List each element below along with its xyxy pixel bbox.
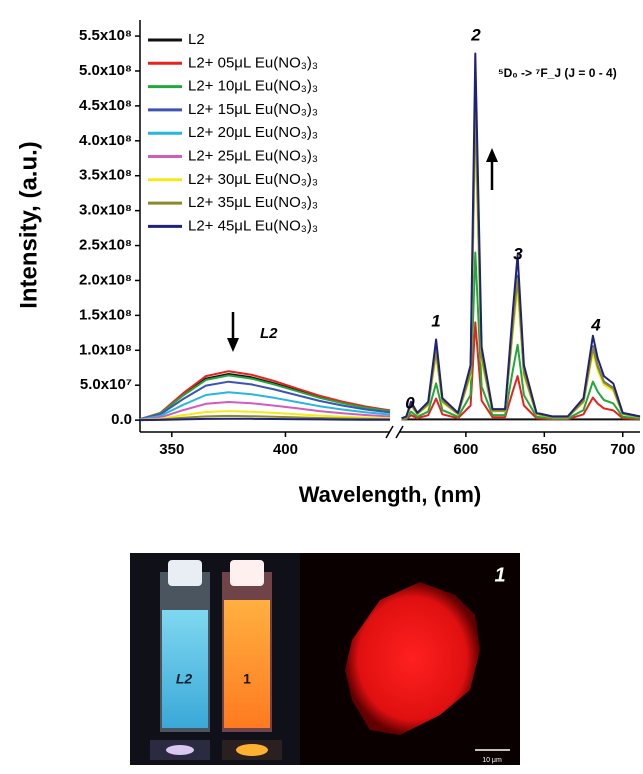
legend-label: L2+ 30μL Eu(NO₃)₃: [188, 171, 318, 188]
peak-label: 4: [590, 315, 601, 334]
axis-break: [385, 425, 404, 439]
y-tick-label: 5.0x10⁷: [80, 376, 132, 393]
y-tick-label: 5.0x10⁸: [79, 62, 132, 79]
cuvette-label: 1: [243, 671, 251, 687]
y-tick-label: 1.5x10⁸: [79, 306, 132, 323]
legend-label: L2+ 15μL Eu(NO₃)₃: [188, 101, 318, 118]
y-tick-label: 1.0x10⁸: [79, 341, 132, 358]
arrows: [227, 148, 498, 352]
y-tick-label: 3.0x10⁸: [79, 202, 132, 219]
band-label: L2: [260, 325, 278, 342]
y-tick-label: 4.5x10⁸: [79, 97, 132, 114]
plot-area: 0.0 5.0x10⁷ 1.0x10⁸ 1.5x10⁸ 2.0x10⁸ 2.5x10⁸ 3.…: [79, 20, 641, 458]
x-tick-label: 700: [610, 441, 635, 458]
y-tick-label: 4.0x10⁸: [79, 132, 132, 149]
spectrum-line: [139, 321, 641, 421]
x-tick-label: 650: [532, 441, 557, 458]
legend-label: L2: [188, 31, 205, 48]
x-tick-label: 600: [453, 441, 478, 458]
y-tick-label: 2.0x10⁸: [79, 271, 132, 288]
legend-label: L2+ 25μL Eu(NO₃)₃: [188, 147, 318, 164]
peak-label: 0: [405, 393, 415, 412]
micrograph: [300, 553, 520, 765]
legend-label: L2+ 45μL Eu(NO₃)₃: [188, 217, 318, 234]
y-tick-label: 5.5x10⁸: [79, 27, 132, 44]
transition-label: ⁵D₀ -> ⁷F_J (J = 0 - 4): [498, 66, 617, 80]
peak-label: 1: [431, 311, 440, 330]
y-tick-label: 3.5x10⁸: [79, 167, 132, 184]
spectrum-line: [139, 52, 641, 422]
peak-label: 2: [470, 25, 481, 44]
y-axis-label: Intensity, (a.u.): [15, 141, 42, 309]
legend-label: L2+ 05μL Eu(NO₃)₃: [188, 54, 318, 71]
x-tick-label: 400: [273, 441, 298, 458]
cuvette-photo: [130, 553, 300, 765]
y-tick-label: 2.5x10⁸: [79, 237, 132, 254]
legend-label: L2+ 20μL Eu(NO₃)₃: [188, 124, 318, 141]
y-tick-label: 0.0: [111, 411, 132, 428]
x-tick-label: 350: [159, 441, 184, 458]
legend-label: L2+ 35μL Eu(NO₃)₃: [188, 194, 318, 211]
x-axis-label: Wavelength, (nm): [299, 482, 482, 507]
cuvette-label: L2: [176, 671, 193, 687]
spectrum-line: [139, 251, 641, 421]
legend-label: L2+ 10μL Eu(NO₃)₃: [188, 78, 318, 95]
scale-bar-label: 10 μm: [482, 757, 502, 764]
peak-label: 3: [513, 244, 523, 263]
micrograph-label: 1: [494, 564, 505, 586]
